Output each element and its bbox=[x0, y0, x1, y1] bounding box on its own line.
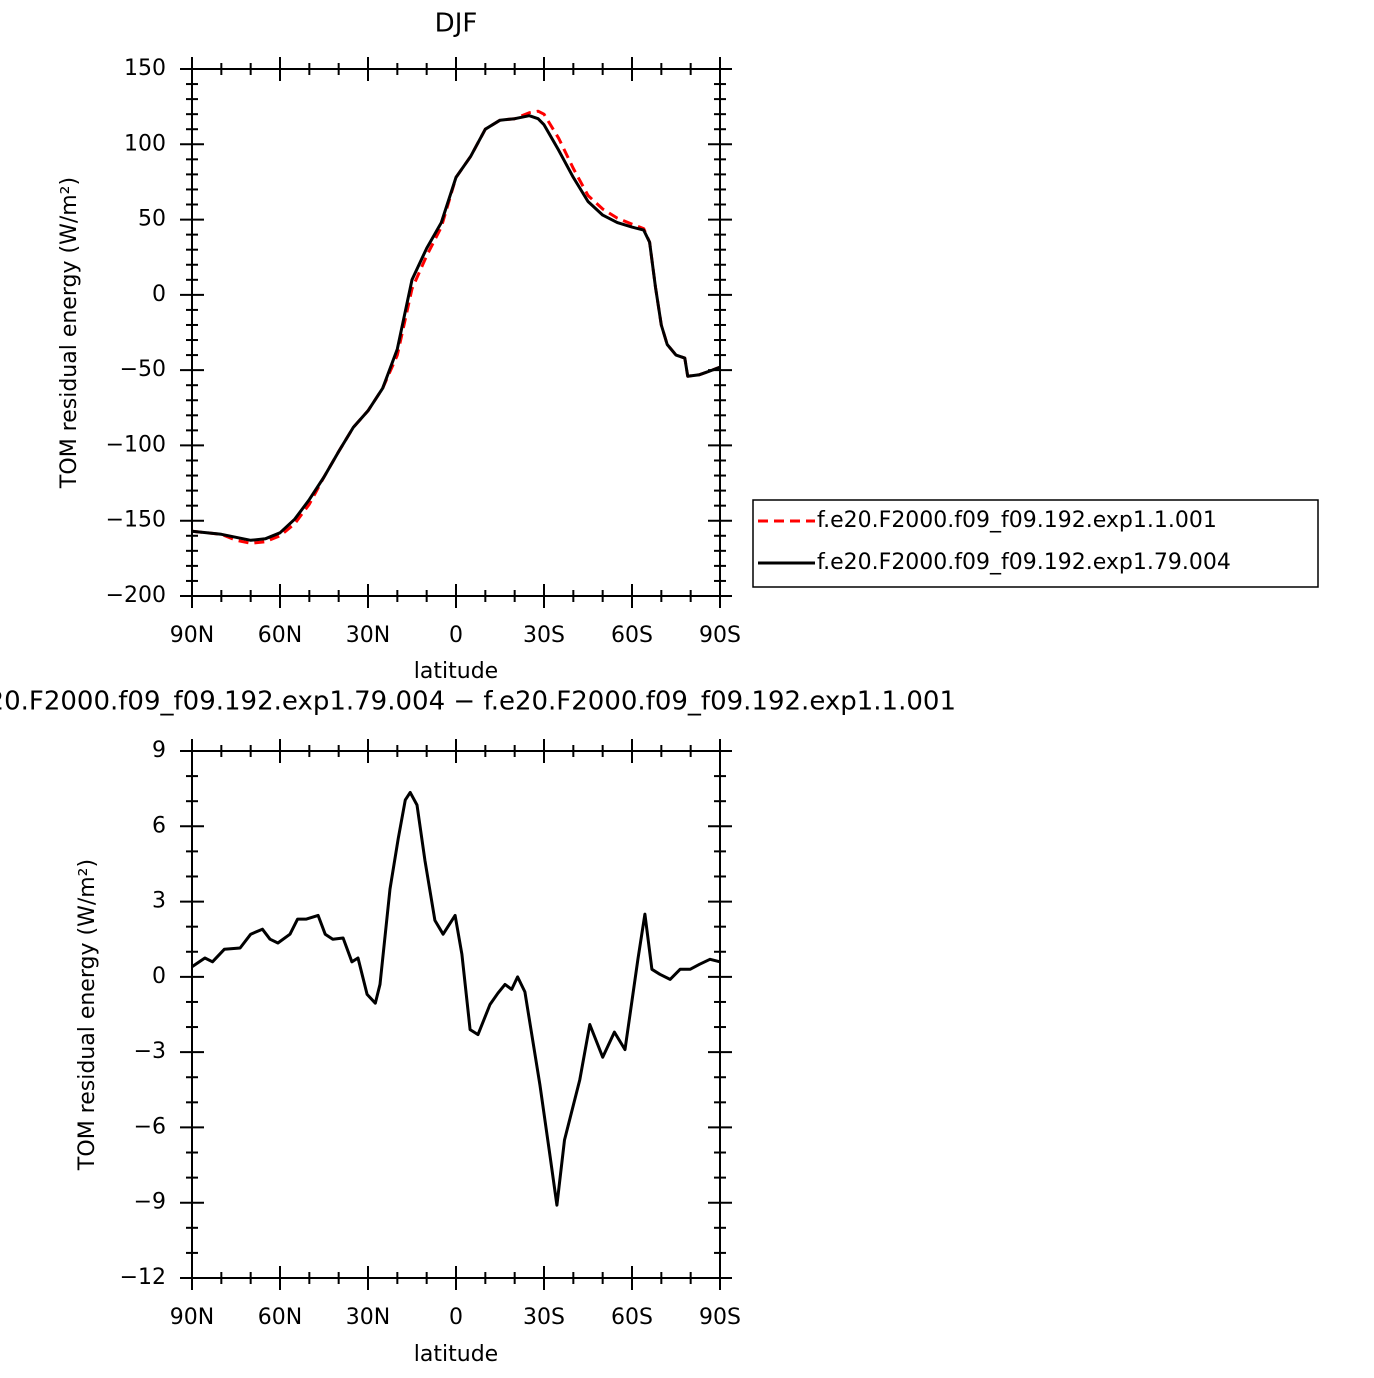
legend-box bbox=[752, 499, 1319, 588]
x-tick-label: 90N bbox=[170, 623, 214, 648]
x-tick-label: 60N bbox=[258, 623, 302, 648]
x-tick-label: 30N bbox=[346, 1305, 390, 1330]
series-line bbox=[191, 114, 721, 542]
y-tick-label: 150 bbox=[124, 56, 166, 81]
chart-title: DJF bbox=[435, 9, 478, 39]
y-tick-label: 9 bbox=[152, 738, 166, 763]
y-tick-label: 50 bbox=[138, 207, 166, 232]
y-tick-label: 6 bbox=[152, 813, 166, 838]
chart-title: f.e20.F2000.f09_f09.192.exp1.79.004 − f.… bbox=[0, 687, 956, 717]
x-tick-label: 90S bbox=[699, 623, 741, 648]
x-tick-label: 30S bbox=[523, 1305, 565, 1330]
x-tick-label: 30S bbox=[523, 623, 565, 648]
y-tick-label: −6 bbox=[134, 1114, 166, 1139]
y-tick-label: −12 bbox=[120, 1265, 166, 1290]
x-tick-label: 90S bbox=[699, 1305, 741, 1330]
x-tick-label: 60S bbox=[611, 1305, 653, 1330]
y-tick-label: 0 bbox=[152, 282, 166, 307]
y-axis-label: TOM residual energy (W/m²) bbox=[75, 859, 100, 1171]
y-tick-label: 0 bbox=[152, 964, 166, 989]
legend-label: f.e20.F2000.f09_f09.192.exp1.1.001 bbox=[817, 508, 1217, 533]
x-axis-label: latitude bbox=[414, 659, 498, 684]
y-tick-label: 100 bbox=[124, 131, 166, 156]
y-tick-label: −50 bbox=[120, 357, 166, 382]
x-tick-label: 30N bbox=[346, 623, 390, 648]
y-tick-label: −100 bbox=[106, 432, 166, 457]
y-tick-label: −9 bbox=[134, 1190, 166, 1215]
plot-frame bbox=[191, 68, 721, 597]
x-tick-label: 60S bbox=[611, 623, 653, 648]
x-axis-label: latitude bbox=[414, 1342, 498, 1367]
x-tick-label: 0 bbox=[449, 1305, 463, 1330]
legend-label: f.e20.F2000.f09_f09.192.exp1.79.004 bbox=[817, 550, 1231, 575]
y-tick-label: 3 bbox=[152, 889, 166, 914]
series-line bbox=[191, 790, 721, 1207]
y-tick-label: −200 bbox=[106, 583, 166, 608]
y-tick-label: −3 bbox=[134, 1039, 166, 1064]
x-tick-label: 90N bbox=[170, 1305, 214, 1330]
x-tick-label: 60N bbox=[258, 1305, 302, 1330]
y-tick-label: −150 bbox=[106, 508, 166, 533]
plot-frame bbox=[191, 750, 721, 1279]
y-axis-label: TOM residual energy (W/m²) bbox=[57, 177, 82, 489]
x-tick-label: 0 bbox=[449, 623, 463, 648]
